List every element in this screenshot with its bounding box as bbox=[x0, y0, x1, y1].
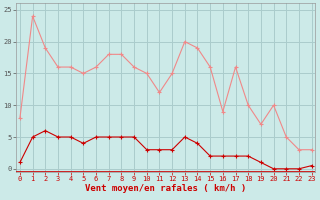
X-axis label: Vent moyen/en rafales ( km/h ): Vent moyen/en rafales ( km/h ) bbox=[85, 184, 246, 193]
